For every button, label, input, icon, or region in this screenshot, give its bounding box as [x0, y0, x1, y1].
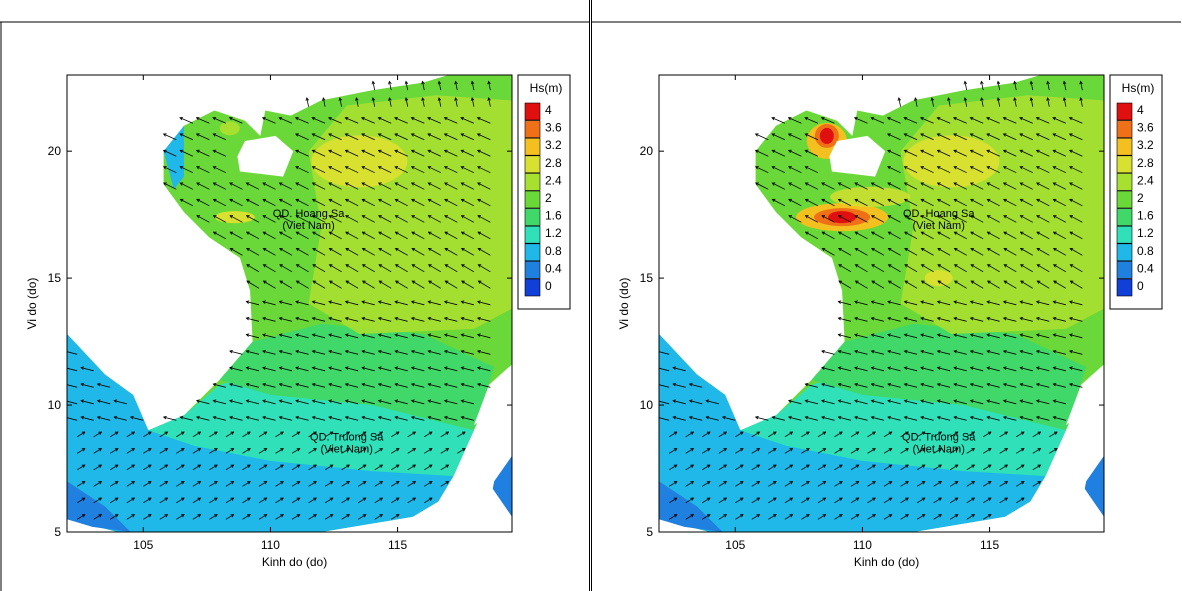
legend-swatch	[1116, 155, 1133, 174]
x-tick-label: 115	[980, 538, 999, 552]
legend-swatch	[1116, 278, 1133, 297]
legend-swatch	[1116, 137, 1133, 156]
y-tick-label: 20	[48, 144, 62, 158]
x-tick-label: 110	[853, 538, 872, 552]
hainan-island	[829, 135, 886, 177]
legend-level-label: 3.2	[545, 138, 562, 152]
island-label: QD. Hoang Sa	[273, 208, 345, 220]
x-tick-label: 105	[133, 538, 153, 552]
y-axis-title: Vi do (do)	[617, 278, 631, 330]
plot-frame	[658, 74, 1105, 533]
legend-level-label: 3.2	[1137, 138, 1154, 152]
y-tick-label: 20	[640, 144, 654, 158]
legend-swatch	[1116, 120, 1133, 138]
legend-level-label: 3.6	[545, 121, 562, 135]
legend-swatch	[1116, 225, 1133, 244]
legend-level-label: 0.4	[545, 261, 562, 275]
y-tick-label: 5	[54, 525, 61, 539]
right-map-panel: 105 110 115 5 10 15 20 Kinh do (do) Vi do (do) QD…	[592, 0, 1181, 591]
legend-swatch	[524, 190, 541, 209]
x-axis-title: Kinh do (do)	[262, 555, 327, 569]
legend-swatch	[1116, 261, 1133, 279]
wave-direction-arrows	[67, 80, 491, 520]
island-label-country: (Viet Nam)	[282, 220, 334, 232]
legend-swatch	[1116, 173, 1133, 191]
legend-level-label: 4	[545, 103, 552, 117]
legend-level-label: 1.2	[1137, 226, 1154, 240]
legend-swatch	[524, 137, 541, 156]
y-tick-label: 10	[48, 398, 62, 412]
legend-level-label: 1.6	[545, 209, 562, 223]
legend-swatch	[1116, 102, 1133, 121]
legend-swatch	[524, 243, 541, 262]
legend-title: Hs(m)	[530, 81, 563, 95]
sea-surface	[67, 75, 512, 532]
legend-swatch	[524, 261, 541, 279]
y-axis-title: Vi do (do)	[25, 278, 39, 330]
legend-level-label: 2	[1137, 191, 1144, 205]
legend-level-label: 1.2	[545, 226, 562, 240]
colorbar-legend: Hs(m) 4 3.6 3.2 2.8 2.4 2 1.6 1.2 0.8 0.4 0	[1109, 74, 1163, 310]
x-axis-title: Kinh do (do)	[854, 555, 919, 569]
x-tick-label: 110	[261, 538, 280, 552]
legend-level-label: 2.8	[545, 156, 562, 170]
legend-swatch	[524, 102, 541, 121]
legend-swatch	[524, 225, 541, 244]
legend-swatch	[1116, 190, 1133, 209]
legend-swatch	[524, 278, 541, 297]
legend-level-label: 2.4	[1137, 173, 1154, 187]
legend-swatch	[524, 208, 541, 226]
island-label-country: (Viet Nam)	[913, 220, 965, 232]
legend-swatch	[524, 173, 541, 191]
legend-level-label: 2.8	[1137, 156, 1154, 170]
island-label: QD. Truong Sa	[310, 432, 384, 444]
legend-swatch	[524, 120, 541, 138]
y-tick-label: 10	[640, 398, 654, 412]
legend-level-label: 4	[1137, 103, 1144, 117]
legend-level-label: 0.8	[1137, 244, 1154, 258]
island-label-country: (Viet Nam)	[913, 444, 965, 456]
legend-level-label: 0.8	[545, 244, 562, 258]
legend-level-label: 3.6	[1137, 121, 1154, 135]
sea-surface	[659, 75, 1104, 532]
y-tick-label: 15	[640, 271, 654, 285]
colorbar-legend: Hs(m) 4 3.6 3.2 2.8 2.4 2 1.6 1.2 0.8 0.4 0	[517, 74, 571, 310]
wave-direction-arrows	[659, 80, 1083, 520]
x-tick-label: 105	[725, 538, 745, 552]
legend-swatch	[524, 155, 541, 174]
plot-frame	[66, 74, 513, 533]
legend-level-label: 1.6	[1137, 209, 1154, 223]
x-tick-label: 115	[388, 538, 407, 552]
hainan-island	[237, 135, 294, 177]
y-tick-label: 15	[48, 271, 62, 285]
left-map-panel: 105 110 115 5 10 15 20 Kinh do (do) Vi do (do) QD…	[0, 0, 590, 591]
island-label: QD. Truong Sa	[902, 432, 976, 444]
legend-level-label: 2.4	[545, 173, 562, 187]
legend-level-label: 2	[545, 191, 552, 205]
legend-title: Hs(m)	[1122, 81, 1155, 95]
legend-level-label: 0	[545, 279, 552, 293]
legend-level-label: 0	[1137, 279, 1144, 293]
legend-level-label: 0.4	[1137, 261, 1154, 275]
legend-swatch	[1116, 243, 1133, 262]
island-label: QD. Hoang Sa	[903, 208, 975, 220]
island-label-country: (Viet Nam)	[321, 444, 373, 456]
legend-swatch	[1116, 208, 1133, 226]
y-tick-label: 5	[646, 525, 653, 539]
